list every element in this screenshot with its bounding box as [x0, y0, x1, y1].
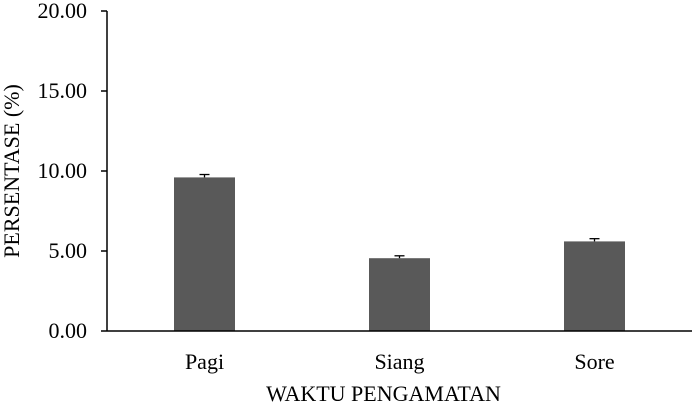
- x-axis-title: WAKTU PENGAMATAN: [266, 381, 501, 404]
- x-category-label: Siang: [374, 349, 424, 374]
- y-axis-ticks: 0.00 5.00 10.00 15.00 20.00: [38, 0, 107, 343]
- y-tick-label: 15.00: [38, 78, 88, 103]
- y-tick-label: 10.00: [38, 158, 88, 183]
- bars-group: [174, 173, 625, 331]
- y-tick-label: 0.00: [49, 318, 88, 343]
- bar-sore: [564, 241, 625, 331]
- y-axis-title: PERSENTASE (%): [0, 84, 24, 258]
- x-category-label: Pagi: [185, 349, 224, 374]
- y-tick-label: 5.00: [49, 238, 88, 263]
- x-category-label: Sore: [574, 349, 614, 374]
- y-tick-label: 20.00: [38, 0, 88, 23]
- bar-pagi: [174, 177, 235, 331]
- bar-siang: [369, 258, 430, 331]
- category-labels: Pagi Siang Sore: [185, 349, 615, 374]
